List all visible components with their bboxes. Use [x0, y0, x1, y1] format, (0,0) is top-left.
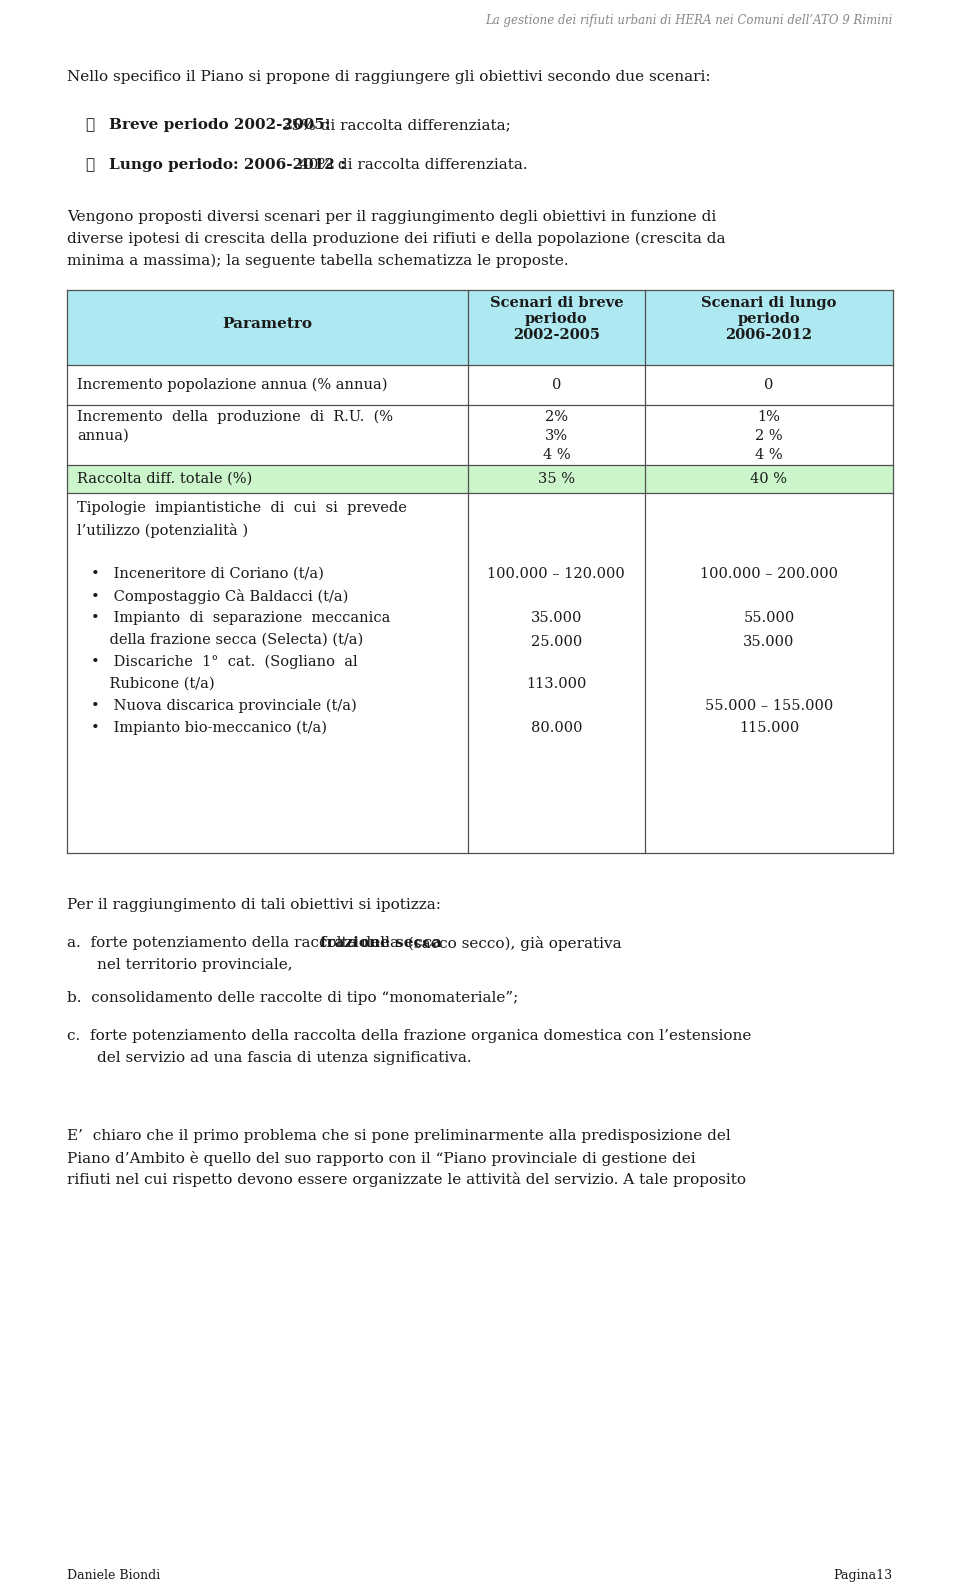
- Text: 4 %: 4 %: [542, 447, 570, 462]
- Text: •   Impianto  di  separazione  meccanica: • Impianto di separazione meccanica: [91, 611, 391, 625]
- Text: ➤: ➤: [85, 117, 94, 132]
- Text: E’  chiaro che il primo problema che si pone preliminarmente alla predisposizion: E’ chiaro che il primo problema che si p…: [67, 1129, 731, 1142]
- Text: diverse ipotesi di crescita della produzione dei rifiuti e della popolazione (cr: diverse ipotesi di crescita della produz…: [67, 232, 726, 246]
- Text: 55.000: 55.000: [743, 611, 795, 625]
- Text: l’utilizzo (potenzialità ): l’utilizzo (potenzialità ): [77, 523, 249, 538]
- Text: 35 %: 35 %: [538, 471, 575, 485]
- Text: 40 %: 40 %: [751, 471, 787, 485]
- Text: 0: 0: [764, 377, 774, 392]
- Text: minima a massima); la seguente tabella schematizza le proposte.: minima a massima); la seguente tabella s…: [67, 254, 569, 268]
- Text: Daniele Biondi: Daniele Biondi: [67, 1569, 160, 1583]
- Text: Scenari di breve
periodo
2002-2005: Scenari di breve periodo 2002-2005: [490, 297, 623, 343]
- Text: 1%: 1%: [757, 409, 780, 423]
- Text: rifiuti nel cui rispetto devono essere organizzate le attività del servizio. A t: rifiuti nel cui rispetto devono essere o…: [67, 1172, 746, 1188]
- Text: Incremento  della  produzione  di  R.U.  (%: Incremento della produzione di R.U. (%: [77, 409, 394, 423]
- Text: •   Impianto bio-meccanico (t/a): • Impianto bio-meccanico (t/a): [91, 720, 327, 734]
- Text: Piano d’Ambito è quello del suo rapporto con il “Piano provinciale di gestione d: Piano d’Ambito è quello del suo rapporto…: [67, 1150, 696, 1166]
- Text: Tipologie  impiantistiche  di  cui  si  prevede: Tipologie impiantistiche di cui si preve…: [77, 501, 407, 515]
- Bar: [67, 465, 893, 493]
- Bar: [67, 290, 893, 365]
- Text: 2 %: 2 %: [756, 428, 782, 442]
- Text: Pagina13: Pagina13: [833, 1569, 893, 1583]
- Text: (sacco secco), già operativa: (sacco secco), già operativa: [403, 936, 622, 950]
- Text: 55.000 – 155.000: 55.000 – 155.000: [705, 699, 833, 712]
- Text: Parametro: Parametro: [223, 317, 312, 331]
- Text: •   Inceneritore di Coriano (t/a): • Inceneritore di Coriano (t/a): [91, 566, 324, 580]
- Text: Rubicone (t/a): Rubicone (t/a): [91, 677, 215, 691]
- Text: Incremento popolazione annua (% annua): Incremento popolazione annua (% annua): [77, 377, 388, 392]
- Text: 115.000: 115.000: [739, 720, 799, 734]
- Text: 3%: 3%: [545, 428, 568, 442]
- Text: Raccolta diff. totale (%): Raccolta diff. totale (%): [77, 471, 252, 485]
- Text: b.  consolidamento delle raccolte di tipo “monomateriale”;: b. consolidamento delle raccolte di tipo…: [67, 991, 518, 1004]
- Text: 25.000: 25.000: [531, 634, 582, 649]
- Text: 35.000: 35.000: [743, 634, 795, 649]
- Text: 100.000 – 200.000: 100.000 – 200.000: [700, 566, 838, 580]
- Text: a.  forte potenziamento della raccolta della: a. forte potenziamento della raccolta de…: [67, 936, 404, 950]
- Text: 35.000: 35.000: [531, 611, 582, 625]
- Text: La gestione dei rifiuti urbani di HERA nei Comuni dell’ATO 9 Rimini: La gestione dei rifiuti urbani di HERA n…: [486, 14, 893, 27]
- Text: Lungo periodo: 2006-2012 :: Lungo periodo: 2006-2012 :: [109, 159, 346, 171]
- Text: frazione secca: frazione secca: [320, 936, 442, 950]
- Text: ➤: ➤: [85, 159, 94, 171]
- Text: •   Compostaggio Cà Baldacci (t/a): • Compostaggio Cà Baldacci (t/a): [91, 588, 348, 604]
- Text: Per il raggiungimento di tali obiettivi si ipotizza:: Per il raggiungimento di tali obiettivi …: [67, 898, 442, 912]
- Text: Scenari di lungo
periodo
2006-2012: Scenari di lungo periodo 2006-2012: [701, 297, 837, 343]
- Text: Nello specifico il Piano si propone di raggiungere gli obiettivi secondo due sce: Nello specifico il Piano si propone di r…: [67, 70, 710, 84]
- Text: 100.000 – 120.000: 100.000 – 120.000: [488, 566, 625, 580]
- Text: 0: 0: [552, 377, 561, 392]
- Text: 80.000: 80.000: [531, 720, 582, 734]
- Text: annua): annua): [77, 428, 129, 442]
- Text: 113.000: 113.000: [526, 677, 587, 691]
- Text: •   Discariche  1°  cat.  (Sogliano  al: • Discariche 1° cat. (Sogliano al: [91, 655, 358, 669]
- Text: 2%: 2%: [545, 409, 568, 423]
- Text: Breve periodo 2002-2005:: Breve periodo 2002-2005:: [109, 117, 330, 132]
- Text: c.  forte potenziamento della raccolta della frazione organica domestica con l’e: c. forte potenziamento della raccolta de…: [67, 1029, 752, 1042]
- Text: 40% di raccolta differenziata.: 40% di raccolta differenziata.: [294, 159, 528, 171]
- Text: 35% di raccolta differenziata;: 35% di raccolta differenziata;: [277, 117, 511, 132]
- Text: 4 %: 4 %: [756, 447, 782, 462]
- Text: Vengono proposti diversi scenari per il raggiungimento degli obiettivi in funzio: Vengono proposti diversi scenari per il …: [67, 209, 716, 224]
- Text: nel territorio provinciale,: nel territorio provinciale,: [97, 958, 293, 972]
- Text: del servizio ad una fascia di utenza significativa.: del servizio ad una fascia di utenza sig…: [97, 1050, 471, 1064]
- Text: della frazione secca (Selecta) (t/a): della frazione secca (Selecta) (t/a): [91, 633, 364, 647]
- Text: •   Nuova discarica provinciale (t/a): • Nuova discarica provinciale (t/a): [91, 699, 357, 714]
